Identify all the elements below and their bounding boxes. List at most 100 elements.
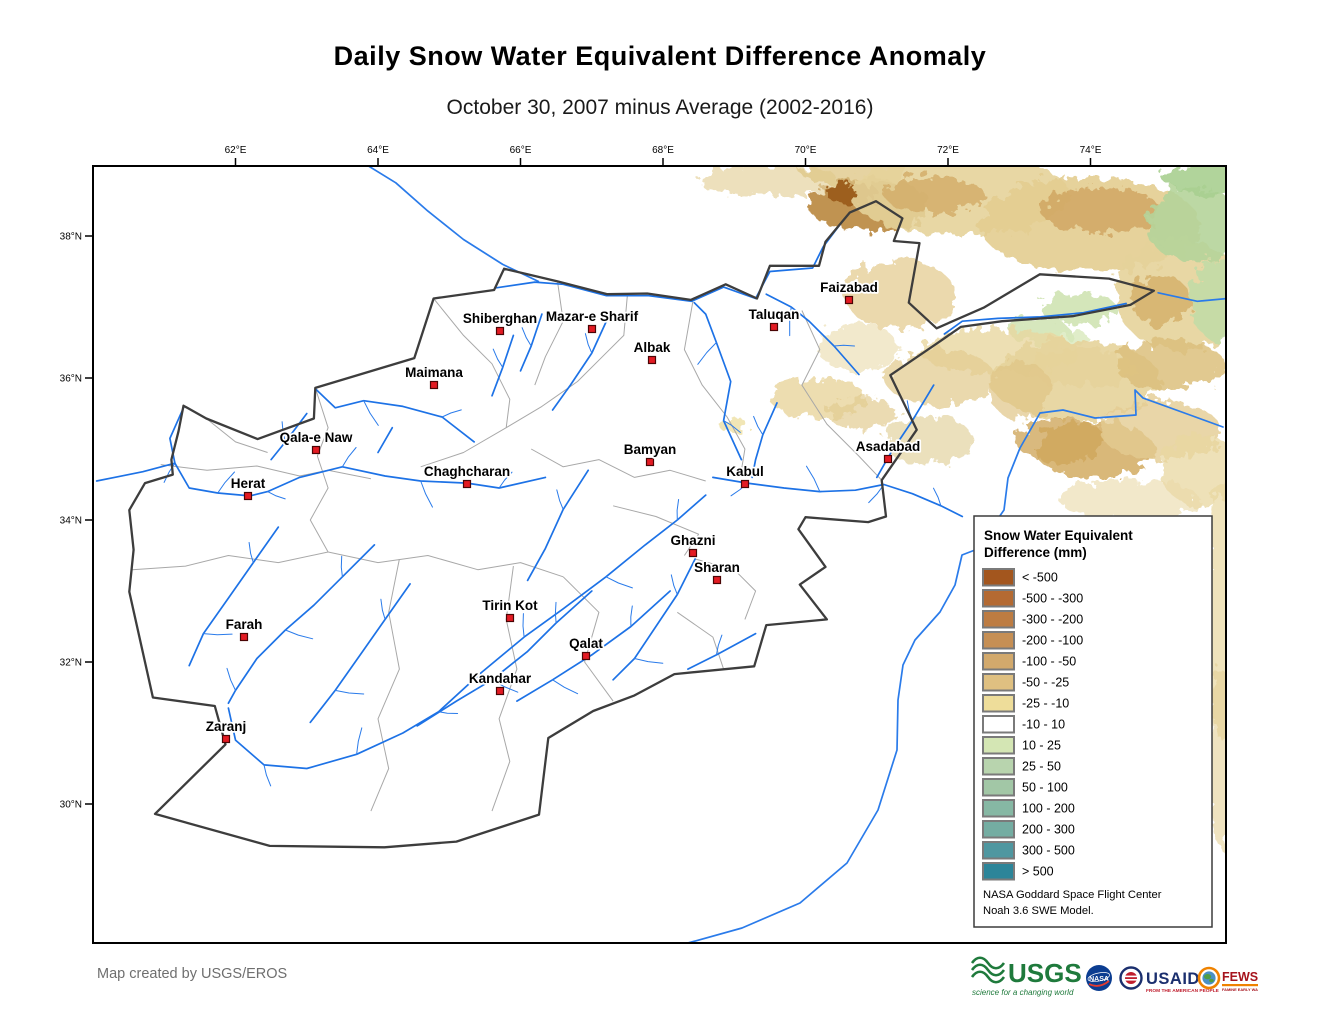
lon-tick-label: 70°E [795,145,817,156]
legend-item: 50 - 100 [982,778,1068,797]
legend-swatch [982,715,1015,734]
legend-swatch [982,841,1015,860]
lat-tick-label: 30°N [60,800,82,811]
legend-swatch [982,757,1015,776]
province-line [683,301,746,471]
city-label: Qalat [569,636,603,651]
fewsnet-wordmark: FEWS NET [1222,970,1258,984]
city-markers: Faizabad Taluqan Mazar-e Sharif Shiberghan A… [204,278,922,744]
city-label: Ghazni [670,533,715,548]
lon-tick-label: 72°E [937,145,959,156]
terrain-patch [990,360,1050,420]
terrain-patch [1040,188,1160,232]
river [169,406,547,497]
river-tributary [676,499,680,521]
city-marker [645,457,655,467]
legend-item: -200 - -100 [982,631,1083,650]
province-line [309,387,329,553]
legend-item: > 500 [982,862,1054,881]
legend-swatch [982,799,1015,818]
river [612,558,696,681]
legend-item-label: 50 - 100 [1022,781,1068,795]
city-marker [495,686,505,696]
river [943,302,1127,335]
river [765,293,860,376]
city-marker [505,613,515,623]
river [526,469,590,582]
city-label: Kabul [726,464,764,479]
usaid-seal-icon [1119,966,1143,990]
legend-swatch [982,862,1015,881]
terrain-patch [719,417,747,433]
province-line [160,464,371,480]
lat-tick-label: 34°N [60,516,82,527]
lat-tick-label: 36°N [60,374,82,385]
city-label: Farah [226,617,263,632]
river-tributary [833,344,855,347]
country-border [128,200,1156,849]
city-label: Mazar-e Sharif [546,309,639,324]
terrain-patch [1040,292,1116,324]
terrain-patch [883,416,973,464]
river-tributary [284,629,314,640]
page-title: Daily Snow Water Equivalent Difference A… [333,41,987,71]
usgs-logo: USGS science for a changing world [970,956,1082,997]
province-line [205,418,268,453]
legend-item-label: 300 - 500 [1022,844,1075,858]
city-marker [712,575,722,585]
city-label: Taluqan [749,307,800,322]
province-line [132,551,329,571]
nasa-logo: NASA [1086,965,1112,991]
city-marker [239,632,249,642]
usgs-tagline: science for a changing world [972,988,1074,997]
legend-item: 10 - 25 [982,736,1061,755]
province-line [491,566,518,812]
usaid-wordmark: USAID [1146,970,1200,988]
river-tributary [341,447,357,468]
city-marker [243,491,253,501]
river [227,494,707,770]
legend-item-label: -50 - -25 [1022,676,1069,690]
river-tributary [441,409,462,418]
river-tributary [263,764,272,787]
rivers [95,217,1127,787]
nasa-wordmark: NASA [1089,976,1109,983]
river-tributary [521,327,532,347]
river-tributary [584,333,593,354]
province-boundaries [132,281,883,812]
usaid-tagline: FROM THE AMERICAN PEOPLE [1146,988,1220,994]
legend-item-label: 25 - 50 [1022,760,1061,774]
river-tributary [498,471,513,489]
river-tributary [248,542,254,564]
river [551,313,611,411]
legend-swatch [982,568,1015,587]
city-label: Asadabad [856,439,921,454]
map-credit: Map created by USGS/EROS [97,966,288,982]
river [495,217,846,303]
lon-tick-label: 68°E [652,145,674,156]
city-marker [740,479,750,489]
river-tributary [522,613,525,638]
city-label: Maimana [405,365,463,380]
legend-item-label: < -500 [1022,571,1058,585]
legend-item-label: 200 - 300 [1022,823,1075,837]
river-tributary [420,480,433,508]
graticule-ticks: 62°E 64°E 66°E 68°E 70°E 72°E 74°E 38°N 36°N 34°N… [60,145,1102,811]
city-label: Faizabad [820,280,878,295]
terrain-patch [1147,187,1226,263]
river-tributary [217,471,235,494]
legend-swatch [982,610,1015,629]
terrain-patch [1163,167,1226,194]
lon-tick-label: 62°E [225,145,247,156]
river-tributary [697,342,717,365]
city-label: Albak [634,340,671,355]
city-label: Shiberghan [463,311,537,326]
fewsnet-underline [1222,984,1258,987]
terrain-patch [1115,340,1225,390]
legend-item-label: -100 - -50 [1022,655,1076,669]
legend-box: Snow Water Equivalent Difference (mm) < … [973,515,1213,928]
legend-swatch [982,820,1015,839]
legend-swatch [982,694,1015,713]
legend-item: -300 - -200 [982,610,1083,629]
